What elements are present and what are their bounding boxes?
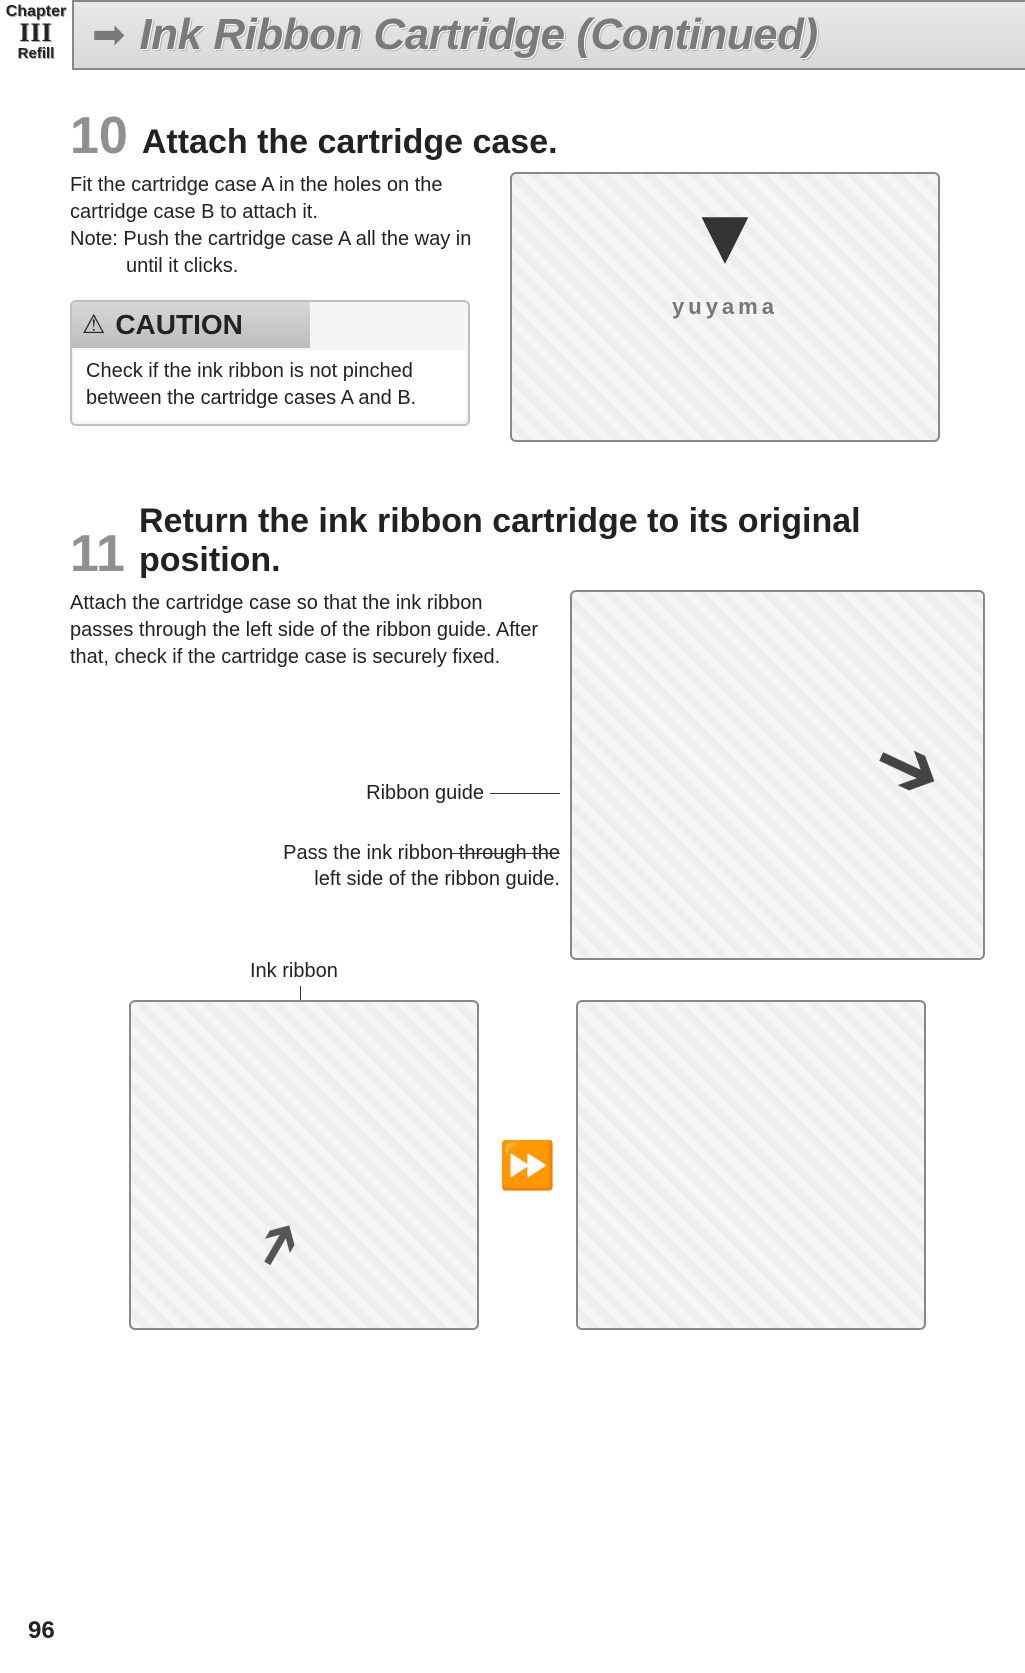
step-10-note: Note: Push the cartridge case A all the … [70,226,490,280]
leader-line [450,853,560,854]
caution-label: CAUTION [115,306,243,344]
figure-step-11-after [576,1000,926,1330]
callout-pass-ribbon: Pass the ink ribbon through the left sid… [280,840,560,918]
arrow-right-icon: ➡ [92,15,126,55]
chapter-number: III [0,20,72,46]
page-title: Ink Ribbon Cartridge (Continued) [140,10,818,60]
step-10: 10 Attach the cartridge case. Fit the ca… [70,110,985,442]
figure-step-10: ▼ yuyama [510,172,940,442]
figure-step-11-main: ➔ [570,590,985,960]
bottom-figures: Ink ribbon ➔ ⏩ [70,1000,985,1330]
callout-ribbon-guide-text: Ribbon guide [366,782,484,804]
double-arrow-right-icon: ⏩ [499,1138,556,1193]
step-10-title: Attach the cartridge case. [142,123,558,162]
step-11-head: 11 Return the ink ribbon cartridge to it… [70,502,985,580]
caution-head: ⚠ CAUTION [72,302,310,348]
step-10-number: 10 [70,110,128,162]
note-label: Note: [70,228,118,250]
step-10-head: 10 Attach the cartridge case. [70,110,985,162]
note-line-1: Push the cartridge case A all the way in [123,228,471,250]
chapter-subtitle: Refill [0,46,72,61]
step-11-title: Return the ink ribbon cartridge to its o… [139,502,985,580]
note-line-2: until it clicks. [70,253,490,280]
arrow-insert-icon: ➔ [858,710,958,823]
page-content: 10 Attach the cartridge case. Fit the ca… [0,70,1025,1330]
caution-box: ⚠ CAUTION Check if the ink ribbon is not… [70,300,470,426]
figure-step-11-before: ➔ [129,1000,479,1330]
ink-ribbon-label: Ink ribbon [250,960,338,983]
step-10-text: Fit the cartridge case A in the holes on… [70,172,490,426]
callout-ribbon-guide: Ribbon guide [300,780,560,806]
chapter-tab: Chapter III Refill [0,0,72,70]
leader-line [490,793,560,794]
page-header: Chapter III Refill ➡ Ink Ribbon Cartridg… [0,0,1025,70]
step-11-number: 11 [70,528,125,580]
step-11-body: Attach the cartridge case so that the in… [70,590,550,671]
step-11: 11 Return the ink ribbon cartridge to it… [70,502,985,1330]
step-10-body: Fit the cartridge case A in the holes on… [70,172,490,226]
warning-icon: ⚠ [82,307,105,342]
callout-pass-text: Pass the ink ribbon through the left sid… [283,842,560,890]
title-bar: ➡ Ink Ribbon Cartridge (Continued) [72,0,1025,70]
arrow-curve-icon: ➔ [234,1205,320,1284]
arrow-down-icon: ▼ [685,190,764,282]
figure-brand-text: yuyama [672,294,778,320]
page-number: 96 [28,1617,55,1645]
caution-body: Check if the ink ribbon is not pinched b… [74,350,466,422]
